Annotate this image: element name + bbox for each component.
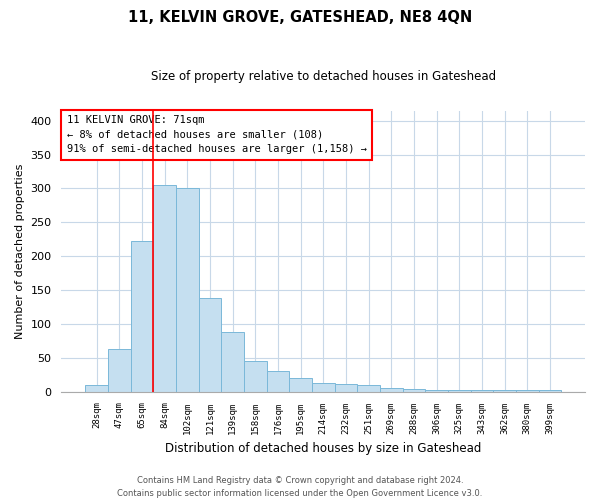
Bar (153, 185, 176, 392)
Bar (516, 390, 539, 392)
X-axis label: Distribution of detached houses by size in Gateshead: Distribution of detached houses by size … (165, 442, 481, 455)
Bar (380, 388, 403, 392)
Bar (199, 298, 221, 392)
Y-axis label: Number of detached properties: Number of detached properties (15, 164, 25, 339)
Bar (131, 242, 153, 392)
Bar (312, 383, 335, 392)
Text: 11, KELVIN GROVE, GATESHEAD, NE8 4QN: 11, KELVIN GROVE, GATESHEAD, NE8 4QN (128, 10, 472, 25)
Bar (403, 389, 425, 392)
Bar (493, 390, 516, 392)
Bar (539, 390, 561, 392)
Bar (108, 349, 131, 392)
Bar (266, 372, 289, 392)
Bar (448, 390, 470, 392)
Bar (244, 360, 266, 392)
Bar (221, 332, 244, 392)
Text: 11 KELVIN GROVE: 71sqm
← 8% of detached houses are smaller (108)
91% of semi-det: 11 KELVIN GROVE: 71sqm ← 8% of detached … (67, 115, 367, 154)
Bar (470, 390, 493, 392)
Title: Size of property relative to detached houses in Gateshead: Size of property relative to detached ho… (151, 70, 496, 83)
Bar (357, 385, 380, 392)
Bar (176, 188, 199, 392)
Bar (335, 384, 357, 392)
Text: Contains HM Land Registry data © Crown copyright and database right 2024.
Contai: Contains HM Land Registry data © Crown c… (118, 476, 482, 498)
Bar (85, 385, 108, 392)
Bar (289, 378, 312, 392)
Bar (425, 390, 448, 392)
